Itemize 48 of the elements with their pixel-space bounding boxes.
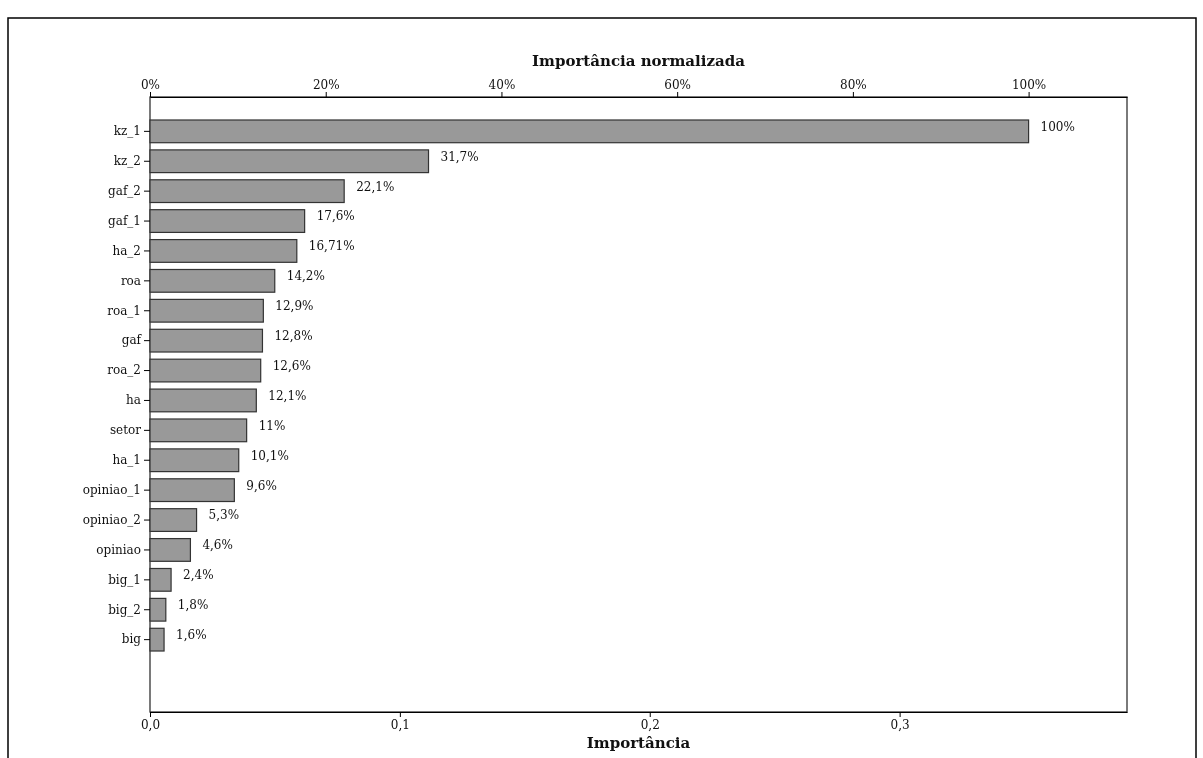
data-label: 12,9%: [275, 299, 314, 314]
data-label: 9,6%: [246, 478, 277, 493]
data-label: 31,7%: [440, 149, 479, 164]
data-label: 5,3%: [208, 508, 240, 523]
x2-tick-label: 0%: [140, 78, 161, 92]
y-tick-label: opiniao: [96, 542, 141, 557]
data-label: 100%: [1040, 119, 1075, 134]
y-tick-label: big_2: [108, 602, 141, 617]
x2-tick-label: 60%: [664, 78, 691, 92]
data-label: 10,1%: [250, 448, 289, 463]
y-tick-label: gaf_2: [108, 183, 141, 198]
y-tick-label: big: [121, 632, 142, 647]
x-axis-title: Importância: [586, 734, 691, 752]
data-label: 12,1%: [268, 388, 307, 403]
data-label: 12,8%: [274, 329, 313, 344]
y-tick-label: ha_2: [112, 243, 141, 258]
y-tick-label: gaf: [121, 333, 143, 348]
x2-tick-label: 20%: [312, 78, 340, 92]
y-tick-label: big_1: [108, 572, 141, 587]
x2-tick-label: 80%: [840, 78, 867, 92]
y-tick-label: opiniao_2: [82, 512, 141, 527]
y-tick-label: ha_1: [112, 453, 141, 468]
x2-axis-title: Importância normalizada: [532, 52, 746, 70]
y-tick-label: roa: [120, 273, 141, 288]
x2-tick-label: 100%: [1011, 78, 1047, 92]
y-tick-label: gaf_1: [108, 213, 141, 228]
x-tick-label: 0,3: [890, 717, 910, 732]
data-label: 4,6%: [202, 538, 233, 553]
x-tick-label: 0,2: [640, 717, 660, 732]
data-label: 22,1%: [356, 179, 395, 194]
x-tick-label: 0,1: [390, 717, 410, 732]
data-label: 16,71%: [308, 239, 355, 254]
y-tick-label: roa_1: [107, 303, 141, 318]
data-label: 17,6%: [316, 209, 355, 224]
data-label: 1,6%: [176, 628, 207, 643]
data-label: 2,4%: [183, 568, 214, 583]
data-label: 14,2%: [286, 269, 325, 284]
data-label: 11%: [258, 418, 286, 433]
y-tick-label: kz_1: [113, 124, 141, 139]
y-tick-label: setor: [109, 423, 142, 438]
y-tick-label: opiniao_1: [82, 482, 141, 497]
data-label: 12,6%: [272, 358, 311, 373]
x-tick-label: 0,0: [140, 717, 161, 732]
x2-tick-label: 40%: [488, 78, 516, 92]
y-tick-label: roa_2: [107, 363, 141, 378]
y-tick-label: ha: [126, 393, 141, 408]
y-tick-label: kz_2: [113, 154, 141, 169]
data-label: 1,8%: [177, 598, 209, 613]
